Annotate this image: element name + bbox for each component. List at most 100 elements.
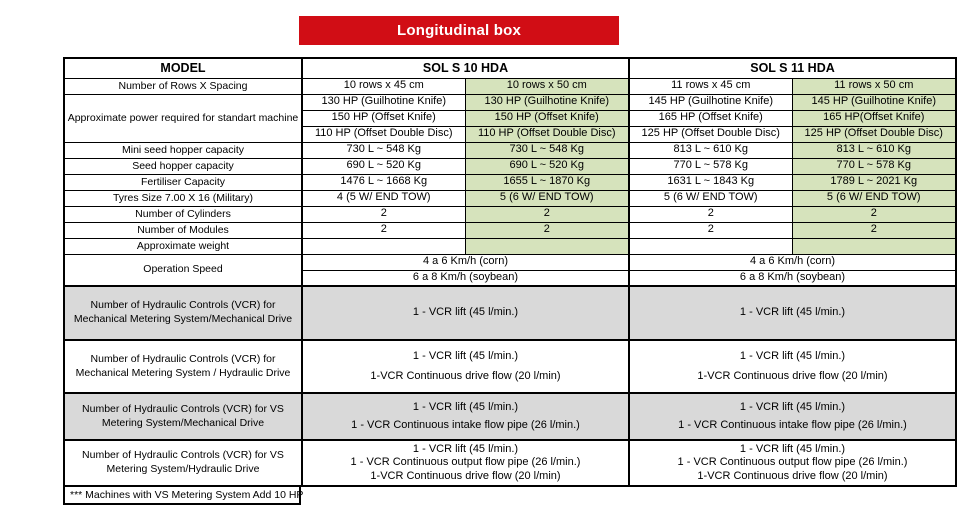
vcr-line: 1-VCR Continuous drive flow (20 l/min) <box>697 370 888 383</box>
label-approx-power: Approximate power required for standart … <box>63 93 303 143</box>
header-sol-s-10-hda: SOL S 10 HDA <box>301 57 630 79</box>
cell-spacing-s10-45: 10 rows x 45 cm <box>301 77 466 95</box>
label-weight: Approximate weight <box>63 237 303 255</box>
row-weight: Approximate weight <box>63 237 957 255</box>
spacer <box>0 0 972 57</box>
cell-fertiliser-3: 1789 L ~ 2021 Kg <box>791 173 957 191</box>
cell-tyres-2: 5 (6 W/ END TOW) <box>628 189 793 207</box>
cell-vcr-vs-mech-s10: 1 - VCR lift (45 l/min.) 1 - VCR Continu… <box>301 392 630 441</box>
cell-mini-seed-0: 730 L ~ 548 Kg <box>301 141 466 159</box>
cell-weight-1 <box>464 237 630 255</box>
cell-seed-3: 770 L ~ 578 Kg <box>791 157 957 175</box>
cell-power-double-disc-0: 110 HP (Offset Double Disc) <box>301 125 466 143</box>
cell-power-offset-knife-2: 165 HP (Offset Knife) <box>628 109 793 127</box>
vcr-line: 1-VCR Continuous drive flow (20 l/min) <box>697 470 888 483</box>
vcr-line: 1 - VCR Continuous output flow pipe (26 … <box>350 456 581 469</box>
footnote-box: *** Machines with VS Metering System Add… <box>63 487 304 505</box>
title-banner: Longitudinal box <box>299 16 619 45</box>
label-vcr-mech-mech: Number of Hydraulic Controls (VCR) for M… <box>63 285 303 341</box>
cell-power-offset-knife-3: 165 HP(Offset Knife) <box>791 109 957 127</box>
label-vcr-vs-hyd: Number of Hydraulic Controls (VCR) for V… <box>63 439 303 487</box>
cell-speed-soybean-s10: 6 a 8 Km/h (soybean) <box>301 269 630 287</box>
vcr-line: 1 - VCR Continuous intake flow pipe (26 … <box>678 419 907 432</box>
label-tyres: Tyres Size 7.00 X 16 (Military) <box>63 189 303 207</box>
cell-cylinders-2: 2 <box>628 205 793 223</box>
header-model: MODEL <box>63 57 303 79</box>
cell-vcr-mech-mech-s11: 1 - VCR lift (45 l/min.) <box>628 285 957 341</box>
label-seed-hopper: Seed hopper capacity <box>63 157 303 175</box>
cell-cylinders-1: 2 <box>464 205 630 223</box>
vcr-line: 1 - VCR lift (45 l/min.) <box>739 400 846 413</box>
cell-vcr-vs-hyd-s10: 1 - VCR lift (45 l/min.) 1 - VCR Continu… <box>301 439 630 487</box>
header-sol-s-11-hda: SOL S 11 HDA <box>628 57 957 79</box>
row-modules: Number of Modules 2 2 2 2 <box>63 221 957 239</box>
vcr-line: 1-VCR Continuous drive flow (20 l/min) <box>370 370 561 383</box>
spec-table: MODEL SOL S 10 HDA SOL S 11 HDA Number o… <box>63 57 957 487</box>
vcr-line: 1 - VCR lift (45 l/min.) <box>739 442 846 455</box>
label-rows-spacing: Number of Rows X Spacing <box>63 77 303 95</box>
cell-modules-2: 2 <box>628 221 793 239</box>
row-cylinders: Number of Cylinders 2 2 2 2 <box>63 205 957 223</box>
vcr-line: 1-VCR Continuous drive flow (20 l/min) <box>370 470 561 483</box>
cell-power-guillotine-3: 145 HP (Guilhotine Knife) <box>791 93 957 111</box>
cell-power-offset-knife-1: 150 HP (Offset Knife) <box>464 109 630 127</box>
row-vcr-vs-mech: Number of Hydraulic Controls (VCR) for V… <box>63 392 957 441</box>
row-fertiliser: Fertiliser Capacity 1476 L ~ 1668 Kg 165… <box>63 173 957 191</box>
cell-speed-corn-s11: 4 a 6 Km/h (corn) <box>628 253 957 271</box>
cell-vcr-vs-hyd-s11: 1 - VCR lift (45 l/min.) 1 - VCR Continu… <box>628 439 957 487</box>
cell-speed-soybean-s11: 6 a 8 Km/h (soybean) <box>628 269 957 287</box>
cell-modules-1: 2 <box>464 221 630 239</box>
label-vcr-mech-hyd: Number of Hydraulic Controls (VCR) for M… <box>63 339 303 394</box>
table-wrap: MODEL SOL S 10 HDA SOL S 11 HDA Number o… <box>0 0 972 505</box>
cell-fertiliser-2: 1631 L ~ 1843 Kg <box>628 173 793 191</box>
cell-power-guillotine-1: 130 HP (Guilhotine Knife) <box>464 93 630 111</box>
cell-power-double-disc-1: 110 HP (Offset Double Disc) <box>464 125 630 143</box>
cell-spacing-s10-50: 10 rows x 50 cm <box>464 77 630 95</box>
vcr-line: 1 - VCR lift (45 l/min.) <box>412 400 519 413</box>
label-mini-seed-hopper: Mini seed hopper capacity <box>63 141 303 159</box>
cell-weight-0 <box>301 237 466 255</box>
vcr-line: 1 - VCR lift (45 l/min.) <box>412 349 519 362</box>
row-seed-hopper: Seed hopper capacity 690 L ~ 520 Kg 690 … <box>63 157 957 175</box>
row-operation-speed-corn: Operation Speed 4 a 6 Km/h (corn) 4 a 6 … <box>63 253 957 287</box>
cell-seed-1: 690 L ~ 520 Kg <box>464 157 630 175</box>
cell-modules-0: 2 <box>301 221 466 239</box>
vcr-line: 1 - VCR lift (45 l/min.) <box>412 306 519 319</box>
label-vcr-vs-mech: Number of Hydraulic Controls (VCR) for V… <box>63 392 303 441</box>
cell-power-guillotine-2: 145 HP (Guilhotine Knife) <box>628 93 793 111</box>
cell-power-offset-knife-0: 150 HP (Offset Knife) <box>301 109 466 127</box>
page-title: Longitudinal box <box>396 22 521 39</box>
cell-mini-seed-1: 730 L ~ 548 Kg <box>464 141 630 159</box>
row-vcr-mech-hyd: Number of Hydraulic Controls (VCR) for M… <box>63 339 957 394</box>
cell-tyres-1: 5 (6 W/ END TOW) <box>464 189 630 207</box>
cell-fertiliser-0: 1476 L ~ 1668 Kg <box>301 173 466 191</box>
header-row: MODEL SOL S 10 HDA SOL S 11 HDA <box>63 57 957 79</box>
row-mini-seed-hopper: Mini seed hopper capacity 730 L ~ 548 Kg… <box>63 141 957 159</box>
cell-weight-2 <box>628 237 793 255</box>
cell-spacing-s11-50: 11 rows x 50 cm <box>791 77 957 95</box>
row-power-guillotine: Approximate power required for standart … <box>63 93 957 143</box>
label-modules: Number of Modules <box>63 221 303 239</box>
vcr-line: 1 - VCR lift (45 l/min.) <box>739 306 846 319</box>
label-operation-speed: Operation Speed <box>63 253 303 287</box>
cell-spacing-s11-45: 11 rows x 45 cm <box>628 77 793 95</box>
vcr-line: 1 - VCR Continuous intake flow pipe (26 … <box>351 419 580 432</box>
vcr-line: 1 - VCR lift (45 l/min.) <box>739 349 846 362</box>
vcr-line: 1 - VCR Continuous output flow pipe (26 … <box>677 456 908 469</box>
cell-seed-0: 690 L ~ 520 Kg <box>301 157 466 175</box>
cell-fertiliser-1: 1655 L ~ 1870 Kg <box>464 173 630 191</box>
cell-vcr-vs-mech-s11: 1 - VCR lift (45 l/min.) 1 - VCR Continu… <box>628 392 957 441</box>
cell-power-double-disc-3: 125 HP (Offset Double Disc) <box>791 125 957 143</box>
cell-power-double-disc-2: 125 HP (Offset Double Disc) <box>628 125 793 143</box>
vcr-line: 1 - VCR lift (45 l/min.) <box>412 442 519 455</box>
cell-mini-seed-3: 813 L ~ 610 Kg <box>791 141 957 159</box>
row-vcr-mech-mech: Number of Hydraulic Controls (VCR) for M… <box>63 285 957 341</box>
cell-vcr-mech-hyd-s11: 1 - VCR lift (45 l/min.) 1-VCR Continuou… <box>628 339 957 394</box>
cell-tyres-3: 5 (6 W/ END TOW) <box>791 189 957 207</box>
footnote-text: *** Machines with VS Metering System Add… <box>70 489 304 501</box>
cell-power-guillotine-0: 130 HP (Guilhotine Knife) <box>301 93 466 111</box>
row-vcr-vs-hyd: Number of Hydraulic Controls (VCR) for V… <box>63 439 957 487</box>
row-rows-spacing: Number of Rows X Spacing 10 rows x 45 cm… <box>63 77 957 95</box>
cell-cylinders-3: 2 <box>791 205 957 223</box>
